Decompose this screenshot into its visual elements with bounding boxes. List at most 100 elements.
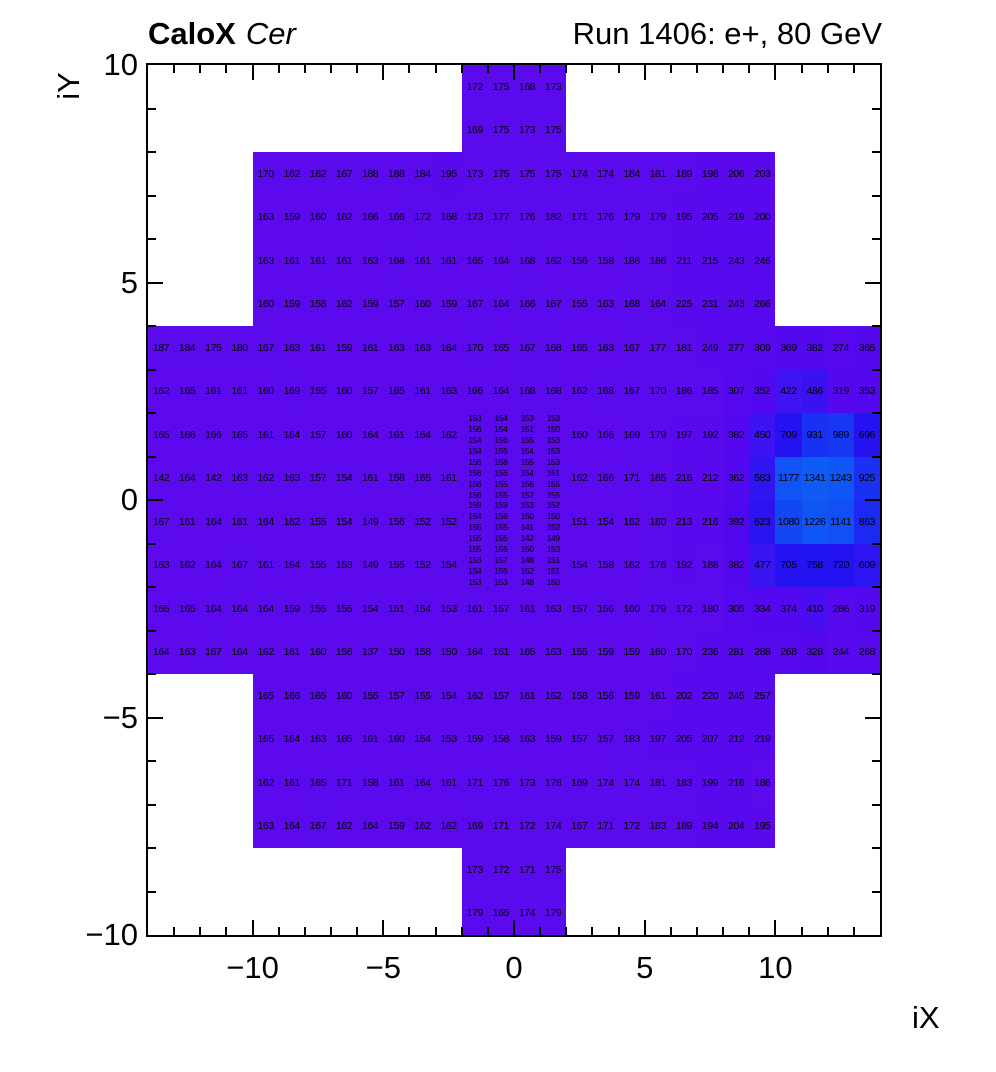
- heatmap-cell: 159: [592, 630, 619, 674]
- heatmap-cell: 153: [331, 543, 358, 587]
- heatmap-cell: 161: [435, 239, 462, 283]
- heatmap-cell: 205: [697, 195, 724, 239]
- heatmap-cell: 164: [226, 630, 253, 674]
- heatmap-cell: 166: [174, 413, 201, 457]
- minor-tick-y: [872, 542, 880, 545]
- heatmap-cell: 151: [540, 565, 567, 577]
- minor-tick-y: [148, 368, 156, 371]
- heatmap-cell: 1341: [801, 456, 828, 500]
- heatmap-cell: 162: [252, 761, 279, 805]
- heatmap-cell: 167: [514, 326, 541, 370]
- minor-tick-y: [148, 412, 156, 414]
- heatmap-cell: 164: [435, 326, 462, 370]
- heatmap-cell: 158: [566, 674, 593, 718]
- heatmap-cell: 154: [461, 434, 488, 446]
- heatmap-cell: 163: [592, 326, 619, 370]
- heatmap-cell: 157: [357, 369, 384, 413]
- heatmap-cell: 180: [644, 500, 671, 544]
- heatmap-cell: 161: [357, 717, 384, 761]
- heatmap-cell: 158: [304, 282, 331, 326]
- heatmap-cell: 161: [644, 674, 671, 718]
- heatmap-cell: 169: [618, 413, 645, 457]
- heatmap-cell: 181: [670, 326, 697, 370]
- heatmap-cell: 171: [514, 848, 541, 892]
- heatmap-cell: 160: [383, 717, 410, 761]
- heatmap-cell: 334: [749, 587, 776, 631]
- minor-tick-y: [148, 760, 156, 762]
- heatmap-cell: 192: [697, 413, 724, 457]
- minor-tick-y: [872, 194, 880, 197]
- heatmap-cell: 159: [357, 282, 384, 326]
- heatmap-cell: 583: [749, 456, 776, 500]
- minor-tick-x: [356, 927, 359, 935]
- heatmap-cell: 309: [749, 326, 776, 370]
- heatmap-cell: 155: [487, 489, 514, 500]
- heatmap-cell: 160: [252, 369, 279, 413]
- x-tick-label: 10: [758, 950, 793, 985]
- heatmap-cell: 164: [461, 630, 488, 674]
- major-tick-x: [513, 920, 515, 935]
- heatmap-cell: 1243: [827, 456, 854, 500]
- heatmap-cell: 162: [174, 543, 201, 587]
- heatmap-cell: 157: [514, 489, 541, 500]
- heatmap-cell: 219: [749, 717, 776, 761]
- heatmap-cell: 157: [304, 413, 331, 457]
- heatmap-cell: 154: [592, 500, 619, 544]
- heatmap-cell: 161: [357, 456, 384, 500]
- heatmap-cell: 161: [487, 630, 514, 674]
- heatmap-cell: 164: [409, 761, 436, 805]
- heatmap-cell: 164: [252, 500, 279, 544]
- y-tick-label: −5: [102, 699, 138, 735]
- heatmap-cell: 179: [540, 891, 567, 935]
- heatmap-cell: 153: [514, 500, 541, 511]
- major-tick-y: [865, 281, 880, 284]
- heatmap-cell: 192: [670, 543, 697, 587]
- heatmap-cell: 158: [487, 456, 514, 468]
- heatmap-cell: 153: [461, 554, 488, 566]
- heatmap-cell: 157: [383, 282, 410, 326]
- heatmap-cell: 155: [304, 587, 331, 631]
- x-tick-label: −5: [365, 950, 401, 985]
- minor-tick-x: [669, 65, 672, 73]
- heatmap-cell: 167: [331, 152, 358, 196]
- heatmap-cell: 179: [461, 891, 488, 935]
- heatmap-cell: 174: [618, 761, 645, 805]
- heatmap-cell: 156: [566, 239, 593, 283]
- heatmap-cell: 155: [461, 532, 488, 544]
- minor-tick-x: [591, 927, 594, 935]
- heatmap-cell: 154: [514, 467, 541, 479]
- heatmap-cell: 173: [540, 65, 567, 109]
- heatmap-cell: 288: [749, 630, 776, 674]
- heatmap-cell: 173: [461, 195, 488, 239]
- heatmap-cell: 162: [331, 195, 358, 239]
- heatmap-cell: 171: [618, 456, 645, 500]
- heatmap-cell: 925: [853, 456, 880, 500]
- heatmap-cell: 156: [514, 478, 541, 490]
- heatmap-cell: 422: [775, 369, 802, 413]
- heatmap-cell: 164: [357, 413, 384, 457]
- heatmap-cell: 153: [514, 413, 541, 424]
- heatmap-cell: 161: [226, 500, 253, 544]
- minor-tick-x: [277, 65, 280, 73]
- heatmap-cell: 161: [331, 239, 358, 283]
- heatmap-cell: 184: [618, 152, 645, 196]
- heatmap-cell: 154: [331, 500, 358, 544]
- y-tick-label: 5: [120, 264, 138, 300]
- heatmap-cell: 163: [226, 456, 253, 500]
- heatmap-cell: 155: [304, 500, 331, 544]
- heatmap-cell: 172: [618, 804, 645, 848]
- heatmap-cell: 153: [461, 576, 488, 587]
- heatmap-cell: 168: [514, 369, 541, 413]
- heatmap-cell: 167: [148, 500, 175, 544]
- heatmap-cell: 159: [487, 500, 514, 511]
- heatmap-cell: 158: [487, 717, 514, 761]
- minor-tick-x: [486, 927, 489, 935]
- heatmap-cell: 150: [540, 423, 567, 435]
- heatmap-cell: 174: [566, 152, 593, 196]
- x-axis-title: iX: [912, 1000, 940, 1035]
- heatmap-cell: 245: [723, 674, 750, 718]
- heatmap-cell: 186: [618, 239, 645, 283]
- heatmap-cell: 164: [148, 630, 175, 674]
- heatmap-cell: 162: [435, 413, 462, 457]
- heatmap-cell: 164: [357, 804, 384, 848]
